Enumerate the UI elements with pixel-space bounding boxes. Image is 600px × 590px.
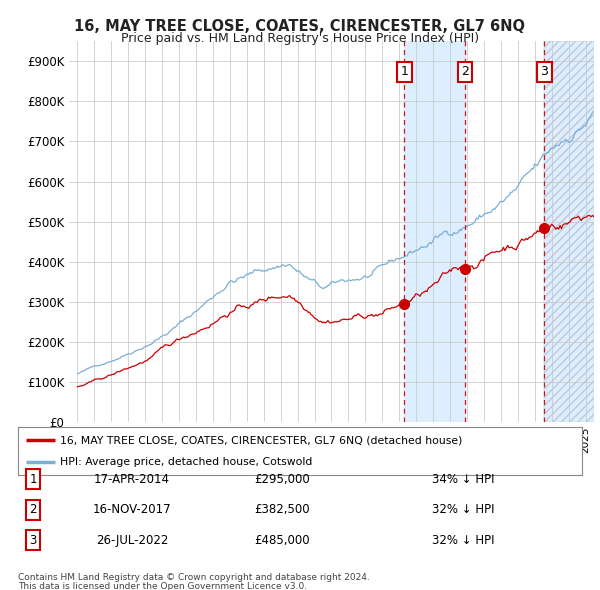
Text: 16, MAY TREE CLOSE, COATES, CIRENCESTER, GL7 6NQ: 16, MAY TREE CLOSE, COATES, CIRENCESTER,… bbox=[74, 19, 526, 34]
Text: 34% ↓ HPI: 34% ↓ HPI bbox=[432, 473, 494, 486]
Text: 17-APR-2014: 17-APR-2014 bbox=[94, 473, 170, 486]
Text: 3: 3 bbox=[29, 534, 37, 547]
Text: 16-NOV-2017: 16-NOV-2017 bbox=[92, 503, 172, 516]
Text: 1: 1 bbox=[400, 65, 408, 78]
Text: £382,500: £382,500 bbox=[254, 503, 310, 516]
Text: 3: 3 bbox=[541, 65, 548, 78]
Text: HPI: Average price, detached house, Cotswold: HPI: Average price, detached house, Cots… bbox=[60, 457, 313, 467]
Bar bbox=[544, 41, 594, 422]
Text: 26-JUL-2022: 26-JUL-2022 bbox=[96, 534, 168, 547]
Text: 32% ↓ HPI: 32% ↓ HPI bbox=[432, 503, 494, 516]
Bar bbox=[404, 41, 465, 422]
Text: 2: 2 bbox=[29, 503, 37, 516]
Text: 32% ↓ HPI: 32% ↓ HPI bbox=[432, 534, 494, 547]
Text: 16, MAY TREE CLOSE, COATES, CIRENCESTER, GL7 6NQ (detached house): 16, MAY TREE CLOSE, COATES, CIRENCESTER,… bbox=[60, 435, 463, 445]
Text: £295,000: £295,000 bbox=[254, 473, 310, 486]
Text: Price paid vs. HM Land Registry's House Price Index (HPI): Price paid vs. HM Land Registry's House … bbox=[121, 32, 479, 45]
Text: This data is licensed under the Open Government Licence v3.0.: This data is licensed under the Open Gov… bbox=[18, 582, 307, 590]
Text: Contains HM Land Registry data © Crown copyright and database right 2024.: Contains HM Land Registry data © Crown c… bbox=[18, 573, 370, 582]
Text: 2: 2 bbox=[461, 65, 469, 78]
Text: £485,000: £485,000 bbox=[254, 534, 310, 547]
Text: 1: 1 bbox=[29, 473, 37, 486]
Bar bbox=[544, 41, 594, 422]
